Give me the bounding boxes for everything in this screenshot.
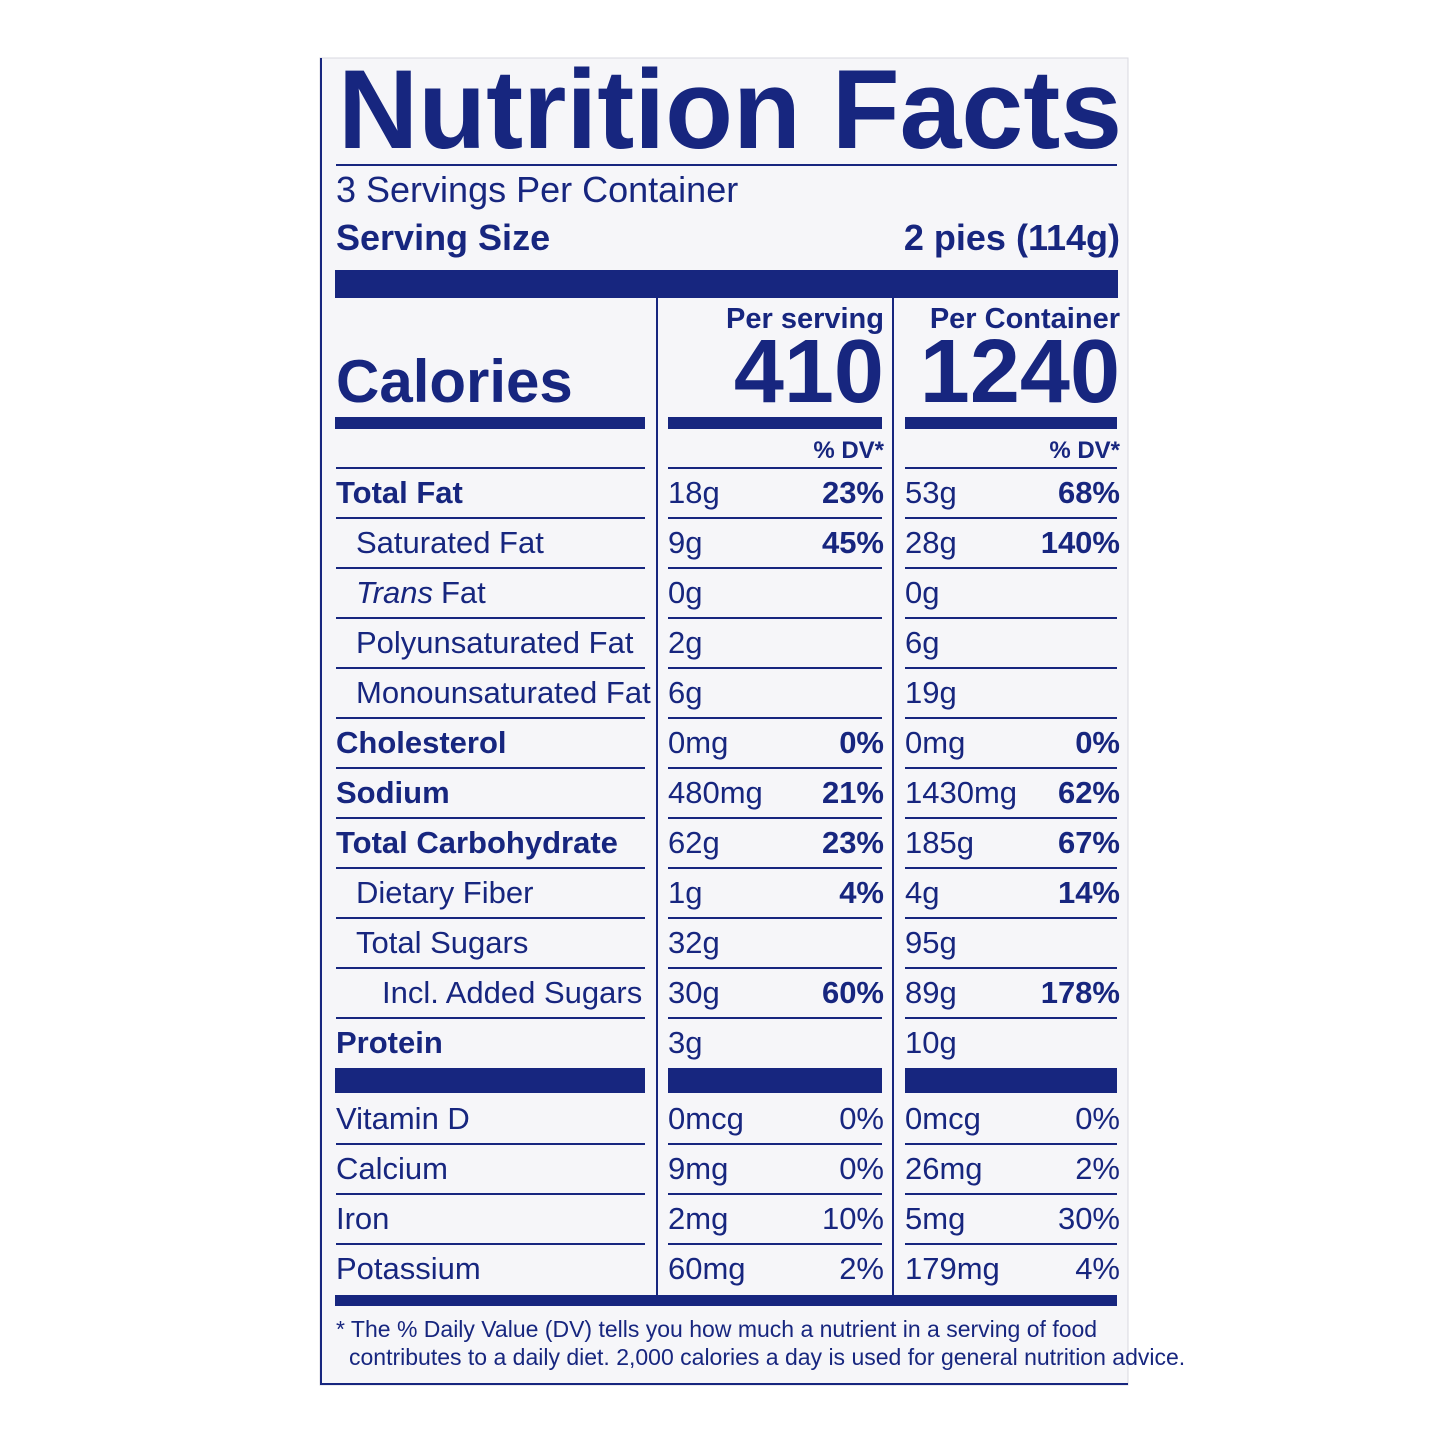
daily-value: 0%	[839, 725, 884, 760]
rule	[668, 417, 882, 429]
amount: 9g	[668, 525, 702, 560]
daily-value: 140%	[1041, 525, 1120, 560]
calories-label: Calories	[336, 348, 573, 415]
amount: 60mg	[668, 1251, 746, 1286]
nutrient-name: Incl. Added Sugars	[382, 975, 642, 1010]
amount: 4g	[905, 875, 939, 910]
amount: 1430mg	[905, 775, 1017, 810]
amount: 0mg	[668, 725, 728, 760]
amount: 53g	[905, 475, 957, 510]
column-header: Per serving	[726, 303, 884, 335]
vitamin-name: Calcium	[336, 1151, 448, 1186]
daily-value: 0%	[839, 1151, 884, 1186]
amount: 26mg	[905, 1151, 983, 1186]
amount: 179mg	[905, 1251, 1000, 1286]
amount: 185g	[905, 825, 974, 860]
nutrient-name: Total Sugars	[356, 925, 528, 960]
column-header: Per Container	[930, 303, 1120, 335]
amount: 18g	[668, 475, 720, 510]
daily-value: 0%	[1075, 1101, 1120, 1136]
vitamin-name: Vitamin D	[336, 1101, 470, 1136]
rule	[905, 417, 1117, 429]
daily-value: 0%	[1075, 725, 1120, 760]
nutrient-name: Total Fat	[336, 475, 463, 510]
amount: 6g	[905, 625, 939, 660]
rule	[335, 270, 1118, 298]
amount: 2g	[668, 625, 702, 660]
amount: 6g	[668, 675, 702, 710]
amount: 95g	[905, 925, 957, 960]
nutrient-name: Cholesterol	[336, 725, 507, 760]
amount: 89g	[905, 975, 957, 1010]
daily-value: 45%	[822, 525, 884, 560]
amount: 3g	[668, 1025, 702, 1060]
nutrient-name: Total Carbohydrate	[336, 825, 618, 860]
daily-value: 67%	[1058, 825, 1120, 860]
vitamin-name: Potassium	[336, 1251, 481, 1286]
daily-value: 4%	[1075, 1251, 1120, 1286]
dv-header: % DV*	[1049, 437, 1120, 464]
nutrient-name: Saturated Fat	[356, 525, 544, 560]
daily-value: 14%	[1058, 875, 1120, 910]
amount: 9mg	[668, 1151, 728, 1186]
rule	[335, 1295, 1117, 1306]
daily-value: 62%	[1058, 775, 1120, 810]
nutrient-name: Dietary Fiber	[356, 875, 533, 910]
daily-value: 10%	[822, 1201, 884, 1236]
daily-value: 68%	[1058, 475, 1120, 510]
amount: 5mg	[905, 1201, 965, 1236]
daily-value: 21%	[822, 775, 884, 810]
daily-value: 178%	[1041, 975, 1120, 1010]
amount: 0g	[905, 575, 939, 610]
servings: 3 Servings Per Container	[336, 169, 738, 210]
amount: 2mg	[668, 1201, 728, 1236]
nutrient-name: Protein	[336, 1025, 443, 1060]
calories-value: 410	[734, 322, 884, 422]
vitamin-name: Iron	[336, 1201, 389, 1236]
nutrient-name: Monounsaturated Fat	[356, 675, 651, 710]
daily-value: 0%	[839, 1101, 884, 1136]
daily-value: 2%	[839, 1251, 884, 1286]
amount: 32g	[668, 925, 720, 960]
serving-size-value: 2 pies (114g)	[904, 217, 1120, 258]
dv-header: % DV*	[813, 437, 884, 464]
calories-value: 1240	[920, 322, 1120, 422]
daily-value: 23%	[822, 475, 884, 510]
amount: 1g	[668, 875, 702, 910]
daily-value: 4%	[839, 875, 884, 910]
amount: 28g	[905, 525, 957, 560]
amount: 0mcg	[668, 1101, 744, 1136]
amount: 10g	[905, 1025, 957, 1060]
nutrient-name: Sodium	[336, 775, 450, 810]
footnote: contributes to a daily diet. 2,000 calor…	[349, 1344, 1185, 1370]
amount: 480mg	[668, 775, 763, 810]
nutrient-name: Polyunsaturated Fat	[356, 625, 634, 660]
rule	[336, 164, 1117, 166]
amount: 62g	[668, 825, 720, 860]
amount: 0mg	[905, 725, 965, 760]
serving-size-label: Serving Size	[336, 217, 550, 258]
amount: 30g	[668, 975, 720, 1010]
rule	[335, 417, 645, 429]
footnote: * The % Daily Value (DV) tells you how m…	[336, 1316, 1097, 1342]
title: Nutrition Facts	[338, 47, 1122, 172]
daily-value: 23%	[822, 825, 884, 860]
rule	[668, 1068, 882, 1093]
daily-value: 60%	[822, 975, 884, 1010]
amount: 19g	[905, 675, 957, 710]
daily-value: 2%	[1075, 1151, 1120, 1186]
amount: 0g	[668, 575, 702, 610]
nutrient-name-italic: Trans	[356, 575, 433, 610]
rule	[335, 1068, 645, 1093]
amount: 0mcg	[905, 1101, 981, 1136]
daily-value: 30%	[1058, 1201, 1120, 1236]
nutrient-name: Trans Fat	[356, 575, 486, 610]
rule	[905, 1068, 1117, 1093]
nutrient-name-rest: Fat	[441, 575, 486, 610]
